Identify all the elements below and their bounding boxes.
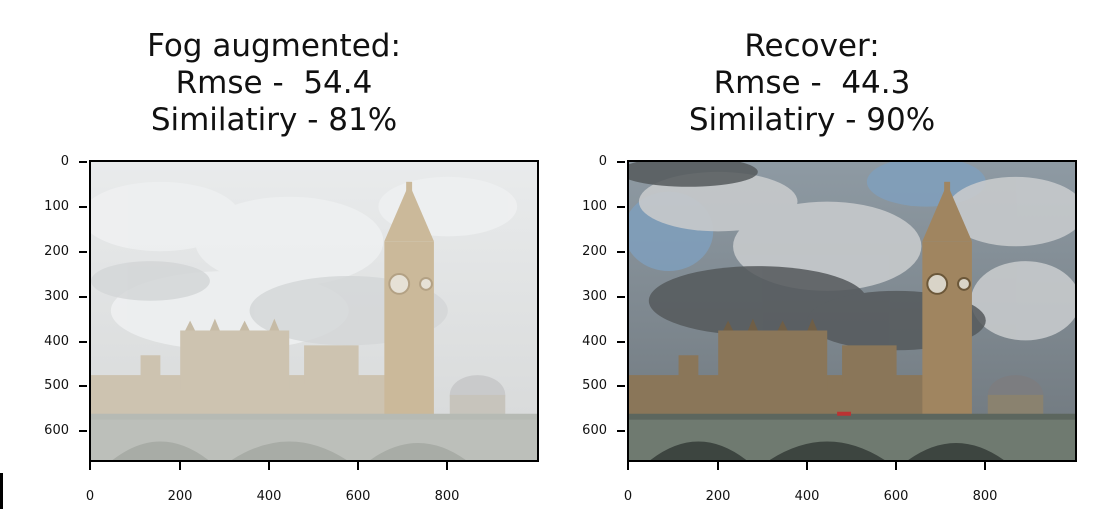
fog-title-line-3: Similatiry - 81% <box>150 102 398 138</box>
fog-augmented-panel: Fog augmented: Rmse - 54.4 Similatiry - … <box>0 28 548 504</box>
recovered-big-ben-photo <box>629 162 1075 460</box>
fog-xtick-mark <box>357 462 359 470</box>
recover-ytick-label: 500 <box>582 378 607 393</box>
fog-ytick-mark <box>79 206 87 208</box>
recover-ytick-label: 100 <box>582 199 607 214</box>
recover-panel: Recover: Rmse - 44.3 Similatiry - 90% <box>538 0 1086 510</box>
recover-ytick-label: 200 <box>582 244 607 259</box>
recover-ytick-label: 400 <box>582 334 607 349</box>
recover-xtick-mark <box>627 462 629 470</box>
fog-ytick-mark <box>79 385 87 387</box>
recover-xtick-label: 200 <box>705 489 731 504</box>
fog-ytick-label: 400 <box>44 334 69 349</box>
fog-xtick-mark <box>89 462 91 470</box>
fog-xtick-label: 400 <box>256 489 282 504</box>
fog-ytick-label: 100 <box>44 199 69 214</box>
fog-title: Fog augmented: Rmse - 54.4 Similatiry - … <box>0 28 548 139</box>
recover-ytick-mark <box>617 385 625 387</box>
fog-image-axes <box>89 160 539 462</box>
recover-image-axes <box>627 160 1077 462</box>
recover-xtick-mark <box>984 462 986 470</box>
fog-ytick-label: 500 <box>44 378 69 393</box>
recover-xtick-mark <box>717 462 719 470</box>
recover-title-line-2: Rmse - 44.3 <box>713 65 911 101</box>
fog-ytick-mark <box>79 430 87 432</box>
recover-xtick-mark <box>806 462 808 470</box>
recover-xtick-label: 600 <box>883 489 909 504</box>
recover-xtick-mark <box>895 462 897 470</box>
recover-ytick-mark <box>617 161 625 163</box>
recover-ytick-mark <box>617 206 625 208</box>
fog-xtick-mark <box>446 462 448 470</box>
fog-xtick-label: 600 <box>345 489 371 504</box>
fog-augmented-big-ben-photo <box>91 162 537 460</box>
recover-xtick-label: 400 <box>794 489 820 504</box>
fog-ytick-label: 600 <box>44 423 69 438</box>
recover-ytick-mark <box>617 296 625 298</box>
recover-ytick-mark <box>617 430 625 432</box>
recover-ytick-mark <box>617 251 625 253</box>
fog-xtick-mark <box>268 462 270 470</box>
fog-title-line-1: Fog augmented: <box>147 28 401 64</box>
left-edge-mark <box>0 473 3 509</box>
recover-ytick-mark <box>617 341 625 343</box>
fog-title-line-2: Rmse - 54.4 <box>175 65 373 101</box>
fog-ytick-mark <box>79 341 87 343</box>
recover-title-line-1: Recover: <box>744 28 880 64</box>
recover-ytick-label: 0 <box>598 154 607 169</box>
fog-xtick-label: 0 <box>85 489 95 504</box>
fog-xtick-mark <box>179 462 181 470</box>
fog-xtick-label: 200 <box>167 489 193 504</box>
recover-xtick-label: 800 <box>972 489 998 504</box>
fog-ytick-mark <box>79 251 87 253</box>
fog-xtick-label: 800 <box>434 489 460 504</box>
recover-title: Recover: Rmse - 44.3 Similatiry - 90% <box>538 28 1086 139</box>
fog-ytick-mark <box>79 161 87 163</box>
recover-xtick-label: 0 <box>623 489 633 504</box>
fog-ytick-label: 200 <box>44 244 69 259</box>
recover-ytick-label: 300 <box>582 289 607 304</box>
fog-ytick-label: 0 <box>60 154 69 169</box>
fog-ytick-mark <box>79 296 87 298</box>
fog-ytick-label: 300 <box>44 289 69 304</box>
recover-title-line-3: Similatiry - 90% <box>688 102 936 138</box>
recover-ytick-label: 600 <box>582 423 607 438</box>
